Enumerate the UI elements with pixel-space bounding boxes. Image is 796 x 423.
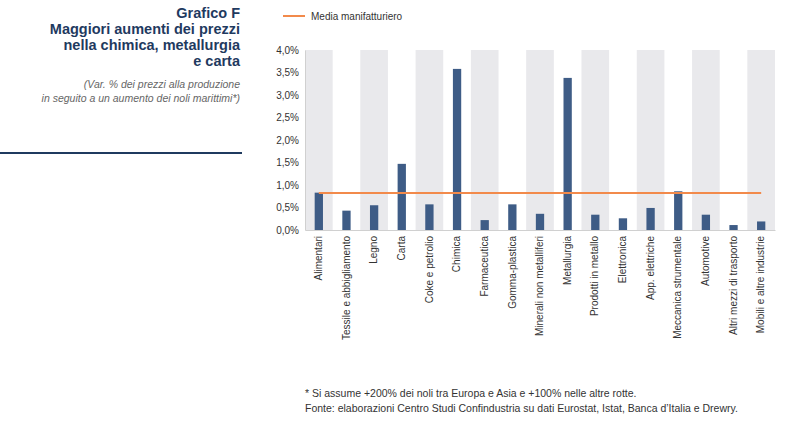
x-tick: Alimentari: [313, 230, 324, 280]
x-tick-label: Mobili e altre industrie: [755, 236, 766, 334]
legend-label: Media manifatturiero: [311, 11, 403, 22]
x-tick: Chimica: [451, 230, 462, 272]
bar: [536, 214, 544, 230]
x-tick-label: Prodotti in metallo: [589, 236, 600, 316]
bar: [508, 204, 516, 230]
background-band: [360, 50, 388, 230]
bar: [591, 215, 599, 230]
title: e carta: [193, 53, 241, 69]
x-tick-label: App. elettriche: [645, 236, 656, 300]
x-tick: Coke e petrolio: [424, 230, 435, 303]
line: [319, 192, 761, 194]
y-axis: 0,0% 0,5% 1,0% 1,5% 2,0% 2,5% 3,0% 3,5% 4,0%: [276, 45, 305, 236]
y-tick: 1,0%: [276, 180, 305, 191]
bar: [370, 205, 378, 230]
y-tick-label: 0,0%: [276, 225, 299, 236]
x-tick-label: Farmaceutica: [479, 236, 490, 297]
bar: [564, 78, 572, 230]
x-tick-label: Tessile e abbigliamento: [341, 236, 352, 340]
x-tick: Carta: [396, 230, 407, 260]
x-tick: Metallurgia: [562, 230, 573, 285]
subtitle: in seguito a un aumento dei noli maritti…: [42, 92, 240, 104]
footnote: * Si assume +200% dei noli tra Europa e …: [305, 387, 637, 399]
title: Maggiori aumenti dei prezzi: [50, 21, 240, 37]
chart: Grafico FMaggiori aumenti dei prezzinell…: [0, 0, 796, 423]
x-axis: Alimentari Tessile e abbigliamento Legno Ca…: [306, 230, 776, 340]
marks: [315, 69, 766, 230]
x-tick-label: Chimica: [451, 236, 462, 273]
y-tick-label: 0,5%: [276, 202, 299, 213]
background-band: [747, 50, 775, 230]
x-tick: Prodotti in metallo: [589, 230, 600, 316]
y-tick: 0,0%: [276, 225, 305, 236]
bar: [674, 191, 682, 230]
x-tick-label: Automotive: [700, 236, 711, 286]
bar: [619, 218, 627, 230]
background-band: [637, 50, 665, 230]
x-tick: Tessile e abbigliamento: [341, 230, 352, 340]
bar: [702, 215, 710, 230]
bar: [729, 225, 737, 230]
x-tick-label: Legno: [368, 236, 379, 264]
background-band: [305, 50, 333, 230]
x-tick-label: Minerali non metalliferi: [534, 236, 545, 336]
x-axis-line: [306, 230, 776, 231]
x-tick-label: Carta: [396, 236, 407, 261]
y-tick-label: 3,5%: [276, 67, 299, 78]
x-tick-label: Coke e petrolio: [424, 236, 435, 304]
y-tick-label: 1,5%: [276, 157, 299, 168]
x-tick: Meccanica strumentale: [672, 230, 683, 339]
x-tick-label: Alimentari: [313, 236, 324, 280]
x-tick: App. elettriche: [645, 230, 656, 300]
x-tick: Elettronica: [617, 230, 628, 283]
x-tick: Automotive: [700, 230, 711, 286]
background-band: [692, 50, 720, 230]
footnote: Fonte: elaborazioni Centro Studi Confind…: [305, 402, 738, 414]
y-axis-line: [305, 51, 306, 231]
background-band: [471, 50, 499, 230]
bar: [481, 220, 489, 230]
y-tick: 3,0%: [276, 90, 305, 101]
legend: Media manifatturiero: [283, 11, 403, 22]
x-tick-label: Elettronica: [617, 236, 628, 284]
y-tick: 3,5%: [276, 67, 305, 78]
y-tick-label: 2,5%: [276, 112, 299, 123]
x-tick: Gomma-plastica: [507, 230, 518, 309]
subtitle: (Var. % dei prezzi alla produzione: [84, 78, 240, 90]
y-tick: 0,5%: [276, 202, 305, 213]
x-tick-label: Metallurgia: [562, 236, 573, 285]
x-tick: Minerali non metalliferi: [534, 230, 545, 336]
bar: [315, 193, 323, 230]
x-tick: Mobili e altre industrie: [755, 230, 766, 333]
background-band: [581, 50, 609, 230]
background-bands: [305, 50, 775, 230]
y-tick-label: 2,0%: [276, 135, 299, 146]
y-tick: 2,0%: [276, 135, 305, 146]
y-tick-label: 1,0%: [276, 180, 299, 191]
bar: [453, 69, 461, 230]
title: Grafico F: [176, 5, 240, 21]
bar: [342, 211, 350, 230]
background-band: [526, 50, 554, 230]
x-tick: Farmaceutica: [479, 230, 490, 297]
title: nella chimica, metallurgia: [64, 37, 241, 53]
bar: [398, 164, 406, 230]
x-tick-label: Gomma-plastica: [507, 236, 518, 309]
y-tick: 1,5%: [276, 157, 305, 168]
bar: [425, 204, 433, 230]
x-tick-label: Meccanica strumentale: [672, 236, 683, 339]
title-rule: [0, 152, 242, 154]
x-tick-label: Altri mezzi di trasporto: [728, 236, 739, 335]
x-tick: Legno: [368, 230, 379, 264]
y-tick: 4,0%: [276, 45, 305, 56]
bar: [646, 208, 654, 230]
legend-swatch: [283, 15, 305, 17]
y-tick-label: 3,0%: [276, 90, 299, 101]
background-band: [416, 50, 444, 230]
y-tick: 2,5%: [276, 112, 305, 123]
bar: [757, 221, 765, 230]
y-tick-label: 4,0%: [276, 45, 299, 56]
x-tick: Altri mezzi di trasporto: [728, 230, 739, 335]
